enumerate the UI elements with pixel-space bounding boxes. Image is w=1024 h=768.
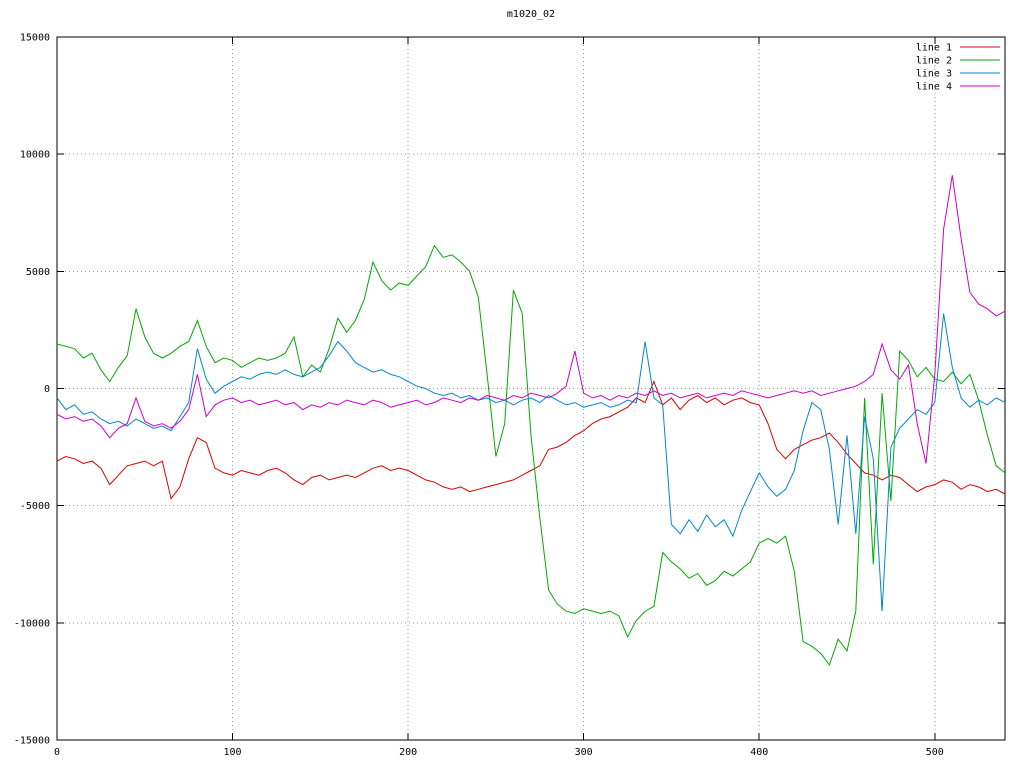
chart-title: m1020_02 bbox=[507, 9, 555, 20]
legend-label: line 1 bbox=[916, 43, 952, 54]
x-tick-label: 300 bbox=[575, 747, 593, 758]
series-line-3 bbox=[56, 313, 1006, 612]
series-line-2 bbox=[56, 244, 1006, 667]
series-line-4 bbox=[56, 175, 1006, 464]
plot-border bbox=[56, 36, 1006, 741]
y-tick-label: 5000 bbox=[26, 267, 50, 278]
y-tick-label: 0 bbox=[44, 384, 50, 395]
legend-label: line 3 bbox=[916, 69, 952, 80]
x-tick-label: 100 bbox=[224, 747, 242, 758]
y-tick-label: -15000 bbox=[14, 736, 50, 747]
legend-label: line 2 bbox=[916, 56, 952, 67]
y-tick-label: -10000 bbox=[14, 618, 50, 629]
y-tick-label: 10000 bbox=[20, 150, 50, 161]
y-tick-label: -5000 bbox=[20, 501, 50, 512]
y-tick-label: 15000 bbox=[20, 33, 50, 44]
series-line-1 bbox=[56, 380, 1006, 500]
x-tick-label: 200 bbox=[399, 747, 417, 758]
legend-label: line 4 bbox=[916, 82, 952, 93]
x-tick-label: 500 bbox=[926, 747, 944, 758]
x-tick-label: 0 bbox=[54, 747, 60, 758]
x-tick-label: 400 bbox=[750, 747, 768, 758]
